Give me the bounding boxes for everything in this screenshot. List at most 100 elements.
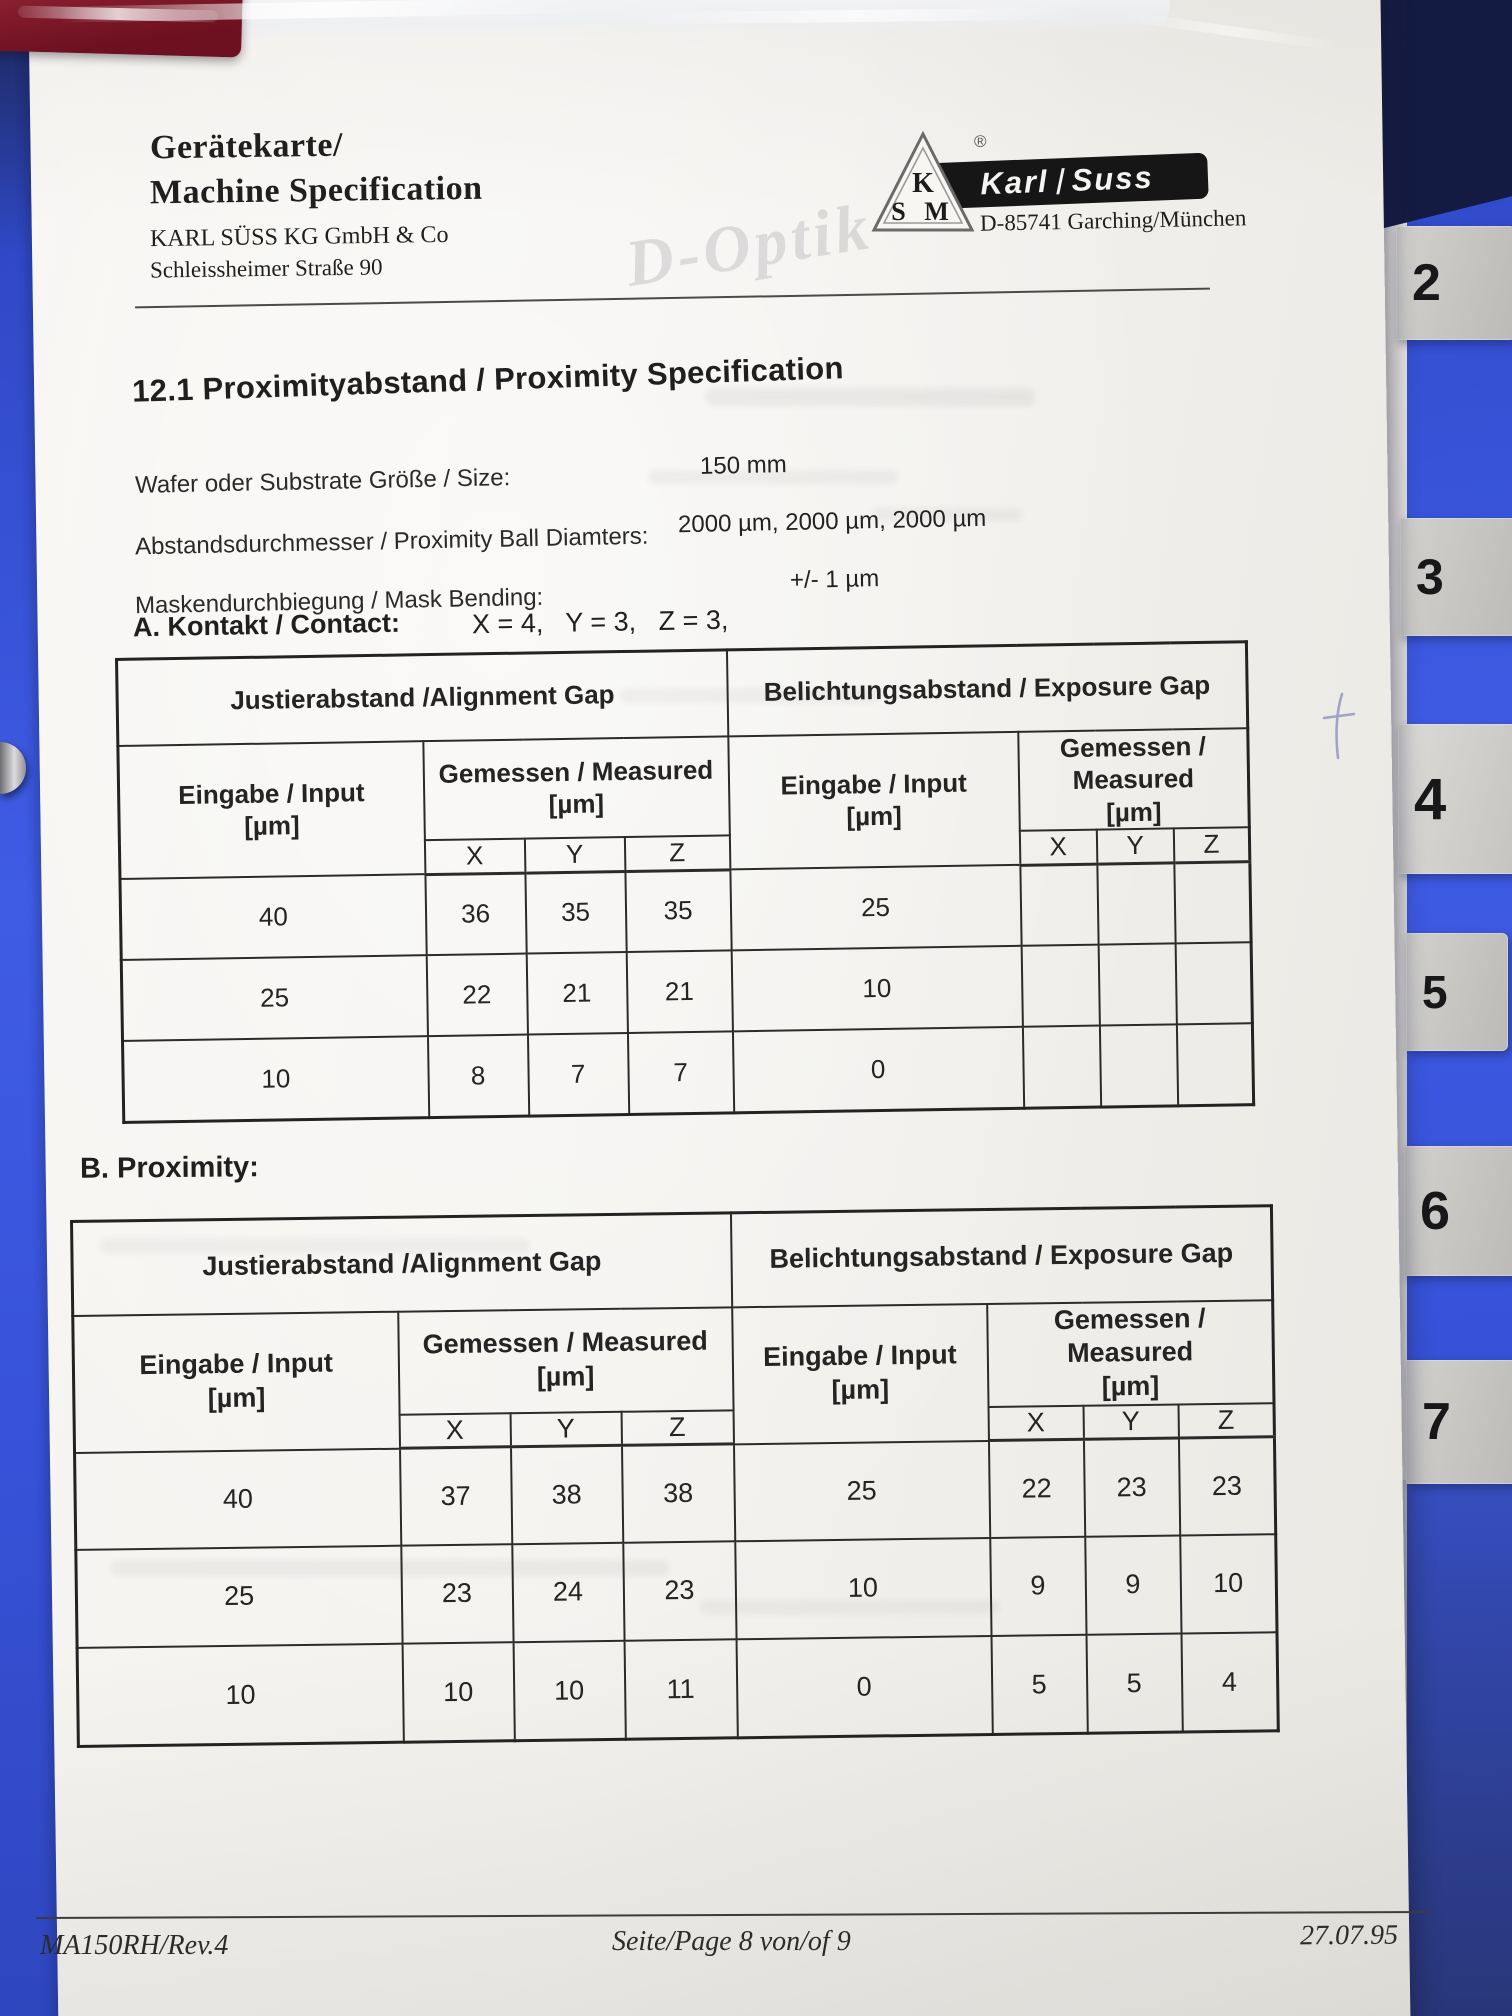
tab-label: 3: [1416, 549, 1444, 605]
logo-letter-k: K: [912, 168, 934, 199]
unit-label: [µm]: [846, 800, 903, 832]
table-cell: 7: [627, 1031, 734, 1114]
unit-label: [µm]: [1101, 1370, 1160, 1402]
table-cell: 10: [1179, 1533, 1278, 1634]
doc-title-en: Machine Specification: [149, 169, 483, 212]
company-location: D-85741 Garching/München: [979, 205, 1247, 236]
logo-separator: [1055, 168, 1065, 195]
tab-label: 4: [1414, 766, 1447, 832]
registered-trademark-icon: ®: [974, 132, 987, 151]
table-cell: [1176, 1023, 1254, 1106]
index-tab-3: 3: [1400, 518, 1512, 636]
doc-title-de: Gerätekarte/: [149, 126, 344, 167]
table-row: 10 10 10 11 0 5 5 4: [77, 1631, 1279, 1747]
unit-label: [µm]: [548, 788, 605, 820]
measured-header: Gemessen / Measured [µm]: [986, 1299, 1275, 1407]
footer-date: 27.07.95: [1299, 1919, 1399, 1952]
y-header: Y: [1083, 1404, 1179, 1440]
table-cell: 10: [731, 945, 1023, 1032]
column-header-row: Eingabe / Input [µm] Gemessen / Measured…: [117, 727, 1250, 879]
table-cell: 22: [988, 1439, 1085, 1538]
table-cell: [1019, 863, 1099, 946]
footer-doc-ref: MA150RH/Rev.4: [40, 1930, 229, 1961]
logo-wordmark-suss: Suss: [1070, 159, 1155, 198]
spec-value-ball-diameters: 2000 µm, 2000 µm, 2000 µm: [677, 504, 987, 539]
section-b-heading: B. Proximity:: [79, 1151, 260, 1185]
index-tab-2: 2: [1396, 226, 1512, 340]
table-cell: 23: [1083, 1438, 1180, 1537]
table-cell: 22: [426, 953, 528, 1037]
table-cell: 10: [402, 1641, 515, 1743]
table-cell: 35: [524, 871, 627, 954]
spec-label-ball-diameters: Abstandsdurchmesser / Proximity Ball Dia…: [134, 522, 649, 561]
company-street: Schleissheimer Straße 90: [149, 254, 383, 283]
company-name: KARL SÜSS KG GmbH & Co: [149, 221, 449, 253]
y-header: Y: [524, 837, 625, 873]
index-tab-7: 7: [1406, 1360, 1512, 1484]
table-cell: 9: [989, 1536, 1087, 1636]
table-cell: 5: [991, 1634, 1088, 1735]
table-cell: 21: [526, 952, 628, 1035]
z-header: Z: [1178, 1403, 1275, 1439]
tab-label: 2: [1412, 254, 1441, 312]
measured-header: Gemessen / Measured [µm]: [422, 735, 730, 841]
input-label: Eingabe / Input: [762, 1339, 957, 1373]
gap-header-row: Justierabstand /Alignment Gap Belichtung…: [71, 1205, 1273, 1316]
bleed-through-text: [705, 388, 1035, 406]
spec-label-wafer-size: Wafer oder Substrate Größe / Size:: [134, 464, 511, 499]
section-title: 12.1 Proximityabstand / Proximity Specif…: [131, 350, 845, 409]
table-cell: 25: [733, 1440, 990, 1542]
table-cell: 40: [74, 1448, 401, 1550]
exposure-gap-header: Belichtungsabstand / Exposure Gap: [730, 1205, 1273, 1307]
bleed-through-text: [872, 508, 1022, 521]
measured-header: Gemessen / Measured [µm]: [397, 1306, 734, 1415]
table-cell: 38: [621, 1444, 735, 1543]
alignment-gap-header: Justierabstand /Alignment Gap: [71, 1212, 732, 1316]
table-cell: [1175, 942, 1253, 1025]
table-cell: 8: [427, 1034, 529, 1118]
contact-table: Justierabstand /Alignment Gap Belichtung…: [115, 640, 1256, 1124]
x-header: X: [399, 1413, 511, 1449]
index-tab-5: 5: [1406, 933, 1508, 1051]
z-header: Z: [621, 1410, 734, 1446]
table-cell: 36: [424, 872, 527, 956]
spec-value-mask-bending: +/- 1 µm: [789, 565, 880, 594]
table-cell: 37: [399, 1447, 512, 1546]
bleed-through-text: [648, 470, 898, 484]
y-header: Y: [510, 1411, 622, 1448]
section-a-heading: A. Kontakt / Contact:: [132, 607, 401, 643]
column-header-row: Eingabe / Input [µm] Gemessen / Measured…: [72, 1299, 1275, 1453]
exposure-gap-header: Belichtungsabstand / Exposure Gap: [726, 641, 1248, 736]
logo-letters-sm: S M: [891, 197, 955, 226]
measured-label: Gemessen / Measured: [1053, 1302, 1206, 1369]
table-cell: 23: [400, 1543, 514, 1644]
table-cell: 38: [510, 1445, 623, 1544]
table-row: 25 23 24 23 10 9 9 10: [75, 1533, 1278, 1648]
unit-label: [µm]: [1105, 796, 1162, 827]
input-header: Eingabe / Input [µm]: [731, 1303, 989, 1445]
input-label: Eingabe / Input: [780, 767, 968, 801]
table-cell: [1021, 944, 1100, 1027]
table-cell: 40: [119, 874, 427, 960]
footer-page-number: Seite/Page 8 von/of 9: [612, 1926, 851, 1957]
bleed-through-text: [620, 688, 880, 703]
unit-label: [µm]: [536, 1361, 595, 1393]
alignment-gap-header: Justierabstand /Alignment Gap: [116, 649, 728, 746]
table-cell: 35: [624, 869, 732, 953]
input-label: Eingabe / Input: [139, 1347, 334, 1381]
index-tab-4: 4: [1398, 724, 1512, 874]
index-tab-6: 6: [1404, 1146, 1512, 1276]
input-header: Eingabe / Input [µm]: [727, 731, 1020, 870]
table-cell: 4: [1181, 1631, 1279, 1733]
input-label: Eingabe / Input: [177, 776, 365, 810]
header-rule: [135, 287, 1210, 309]
z-header: Z: [624, 835, 730, 872]
unit-label: [µm]: [207, 1382, 266, 1414]
tab-label: 7: [1422, 1393, 1451, 1451]
tab-label: 5: [1422, 966, 1448, 1018]
measured-header: Gemessen / Measured [µm]: [1017, 727, 1250, 831]
bleed-through-text: [700, 1600, 1000, 1614]
table-cell: 24: [511, 1542, 625, 1642]
table-cell: 25: [121, 955, 428, 1041]
